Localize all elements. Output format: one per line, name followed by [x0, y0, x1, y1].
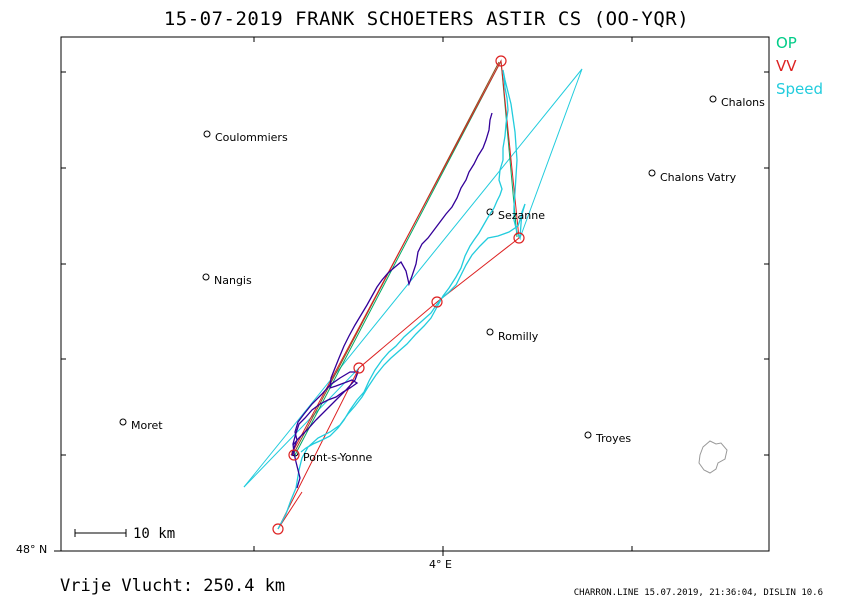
legend-speed: Speed [776, 80, 824, 98]
scale-label: 10 km [133, 526, 176, 542]
turnpoint-north [495, 55, 507, 67]
turnpoint-markers [272, 55, 525, 535]
longitude-label: 4° E [429, 558, 452, 571]
right-ticks [764, 71, 769, 456]
town-troyes-marker [584, 431, 592, 439]
town-markers [119, 95, 717, 457]
turnpoint-south [272, 523, 284, 535]
town-label-nangis: Nangis [214, 274, 252, 287]
region-outline [698, 440, 728, 474]
turnpoint-start [288, 449, 300, 461]
town-label-moret: Moret [131, 419, 163, 432]
top-ticks [253, 37, 633, 42]
town-label-chalons-vatry: Chalons Vatry [660, 171, 737, 184]
map-frame [60, 36, 770, 552]
town-chalons-vatry-marker [648, 169, 656, 177]
town-chalons-marker [709, 95, 717, 103]
town-label-chalons: Chalons [721, 96, 765, 109]
town-label-sezanne: Sezanne [498, 209, 545, 222]
latitude-label: 48° N [16, 543, 48, 556]
town-moret-marker [119, 418, 127, 426]
turnpoint-east [513, 232, 525, 244]
speed-task-lines [243, 68, 583, 488]
credits-line: CHARRON.LINE 15.07.2019, 21:36:04, DISLI… [573, 588, 823, 598]
glider-start-loops [291, 371, 359, 457]
legend-op: OP [776, 34, 797, 52]
town-coulommiers-marker [203, 130, 211, 138]
scale-bar [74, 529, 127, 537]
turnpoint-west [353, 362, 365, 374]
town-label-pont-s-yonne: Pont-s-Yonne [303, 451, 373, 464]
town-romilly-marker [486, 328, 494, 336]
flight-distance: Vrije Vlucht: 250.4 km [60, 576, 286, 596]
speed-track [277, 69, 526, 530]
glider-track [292, 112, 493, 489]
map-title: 15-07-2019 FRANK SCHOETERS ASTIR CS (OO-… [163, 8, 690, 30]
bottom-ticks [60, 546, 633, 556]
town-label-troyes: Troyes [596, 432, 632, 445]
turnpoint-middle [431, 296, 443, 308]
town-label-coulommiers: Coulommiers [215, 131, 288, 144]
town-nangis-marker [202, 273, 210, 281]
town-label-romilly: Romilly [498, 330, 539, 343]
op-lines [294, 59, 518, 456]
legend-vv: VV [776, 57, 797, 75]
left-ticks [54, 71, 66, 552]
